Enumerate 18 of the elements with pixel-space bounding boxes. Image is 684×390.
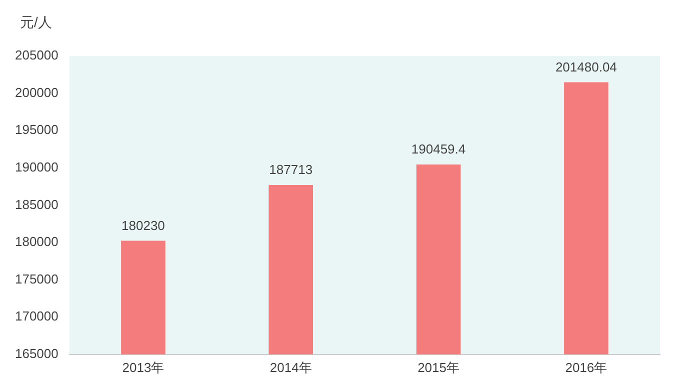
- y-tick-label: 195000: [14, 122, 58, 138]
- x-tick-label: 2016年: [565, 360, 608, 375]
- data-label: 201480.04: [555, 59, 617, 74]
- y-tick-label: 190000: [14, 159, 58, 174]
- y-tick-label: 205000: [14, 48, 58, 63]
- y-tick-label: 200000: [14, 84, 58, 100]
- y-tick-label: 185000: [14, 196, 58, 212]
- data-label: 180230: [122, 218, 165, 233]
- y-axis-title: 元/人: [20, 14, 52, 30]
- x-tick-label: 2013年: [122, 360, 164, 375]
- y-tick-label: 175000: [14, 271, 58, 286]
- y-tick-label: 170000: [14, 308, 58, 324]
- y-tick-label: 165000: [14, 346, 58, 361]
- data-label: 187713: [269, 162, 313, 178]
- x-tick-label: 2014年: [270, 360, 312, 375]
- y-tick-label: 180000: [14, 234, 58, 250]
- data-label: 190459.4: [411, 142, 466, 157]
- x-tick-label: 2015年: [418, 360, 460, 375]
